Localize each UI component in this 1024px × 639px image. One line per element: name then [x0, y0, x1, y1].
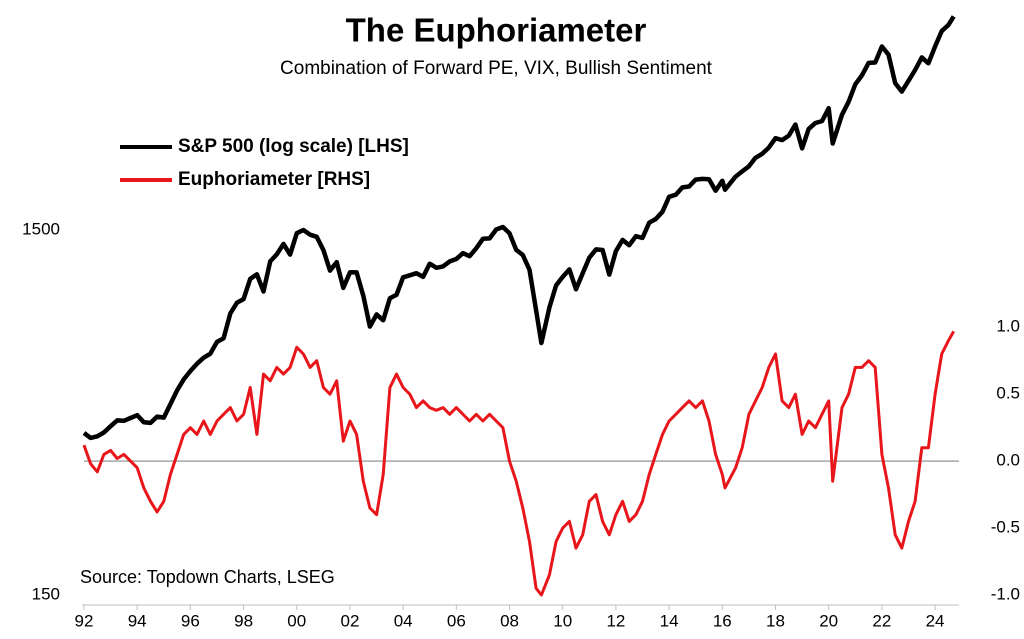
series-line [82, 330, 956, 597]
x-tick-label: 18 [766, 611, 785, 630]
x-tick-label: 00 [287, 611, 306, 630]
x-tick-label: 08 [500, 611, 519, 630]
legend-label: S&P 500 (log scale) [LHS] [178, 136, 409, 157]
x-tick-label: 14 [660, 611, 679, 630]
x-tick-label: 16 [713, 611, 732, 630]
y2-tick-label: 0.5 [996, 384, 1020, 403]
y-tick-label: 150 [32, 584, 60, 603]
x-tick-label: 24 [926, 611, 945, 630]
x-tick-label: 94 [128, 611, 147, 630]
x-tick-label: 04 [394, 611, 413, 630]
source-note: Source: Topdown Charts, LSEG [80, 567, 335, 587]
x-tick-label: 06 [447, 611, 466, 630]
x-tick-label: 92 [75, 611, 94, 630]
x-tick-label: 22 [872, 611, 891, 630]
x-tick-label: 96 [181, 611, 200, 630]
chart-subtitle: Combination of Forward PE, VIX, Bullish … [280, 58, 713, 79]
x-tick-label: 20 [819, 611, 838, 630]
x-tick-label: 12 [606, 611, 625, 630]
x-tick-label: 98 [234, 611, 253, 630]
y2-tick-label: 0.0 [996, 451, 1020, 470]
x-tick-label: 10 [553, 611, 572, 630]
y2-tick-label: -0.5 [991, 518, 1020, 537]
x-tick-label: 02 [340, 611, 359, 630]
series-line [82, 15, 956, 441]
legend-label: Euphoriameter [RHS] [178, 169, 370, 190]
y-tick-label: 1500 [22, 219, 60, 238]
y2-tick-label: -1.0 [991, 584, 1020, 603]
chart-title: The Euphoriameter [346, 12, 647, 49]
y2-tick-label: 1.0 [996, 317, 1020, 336]
